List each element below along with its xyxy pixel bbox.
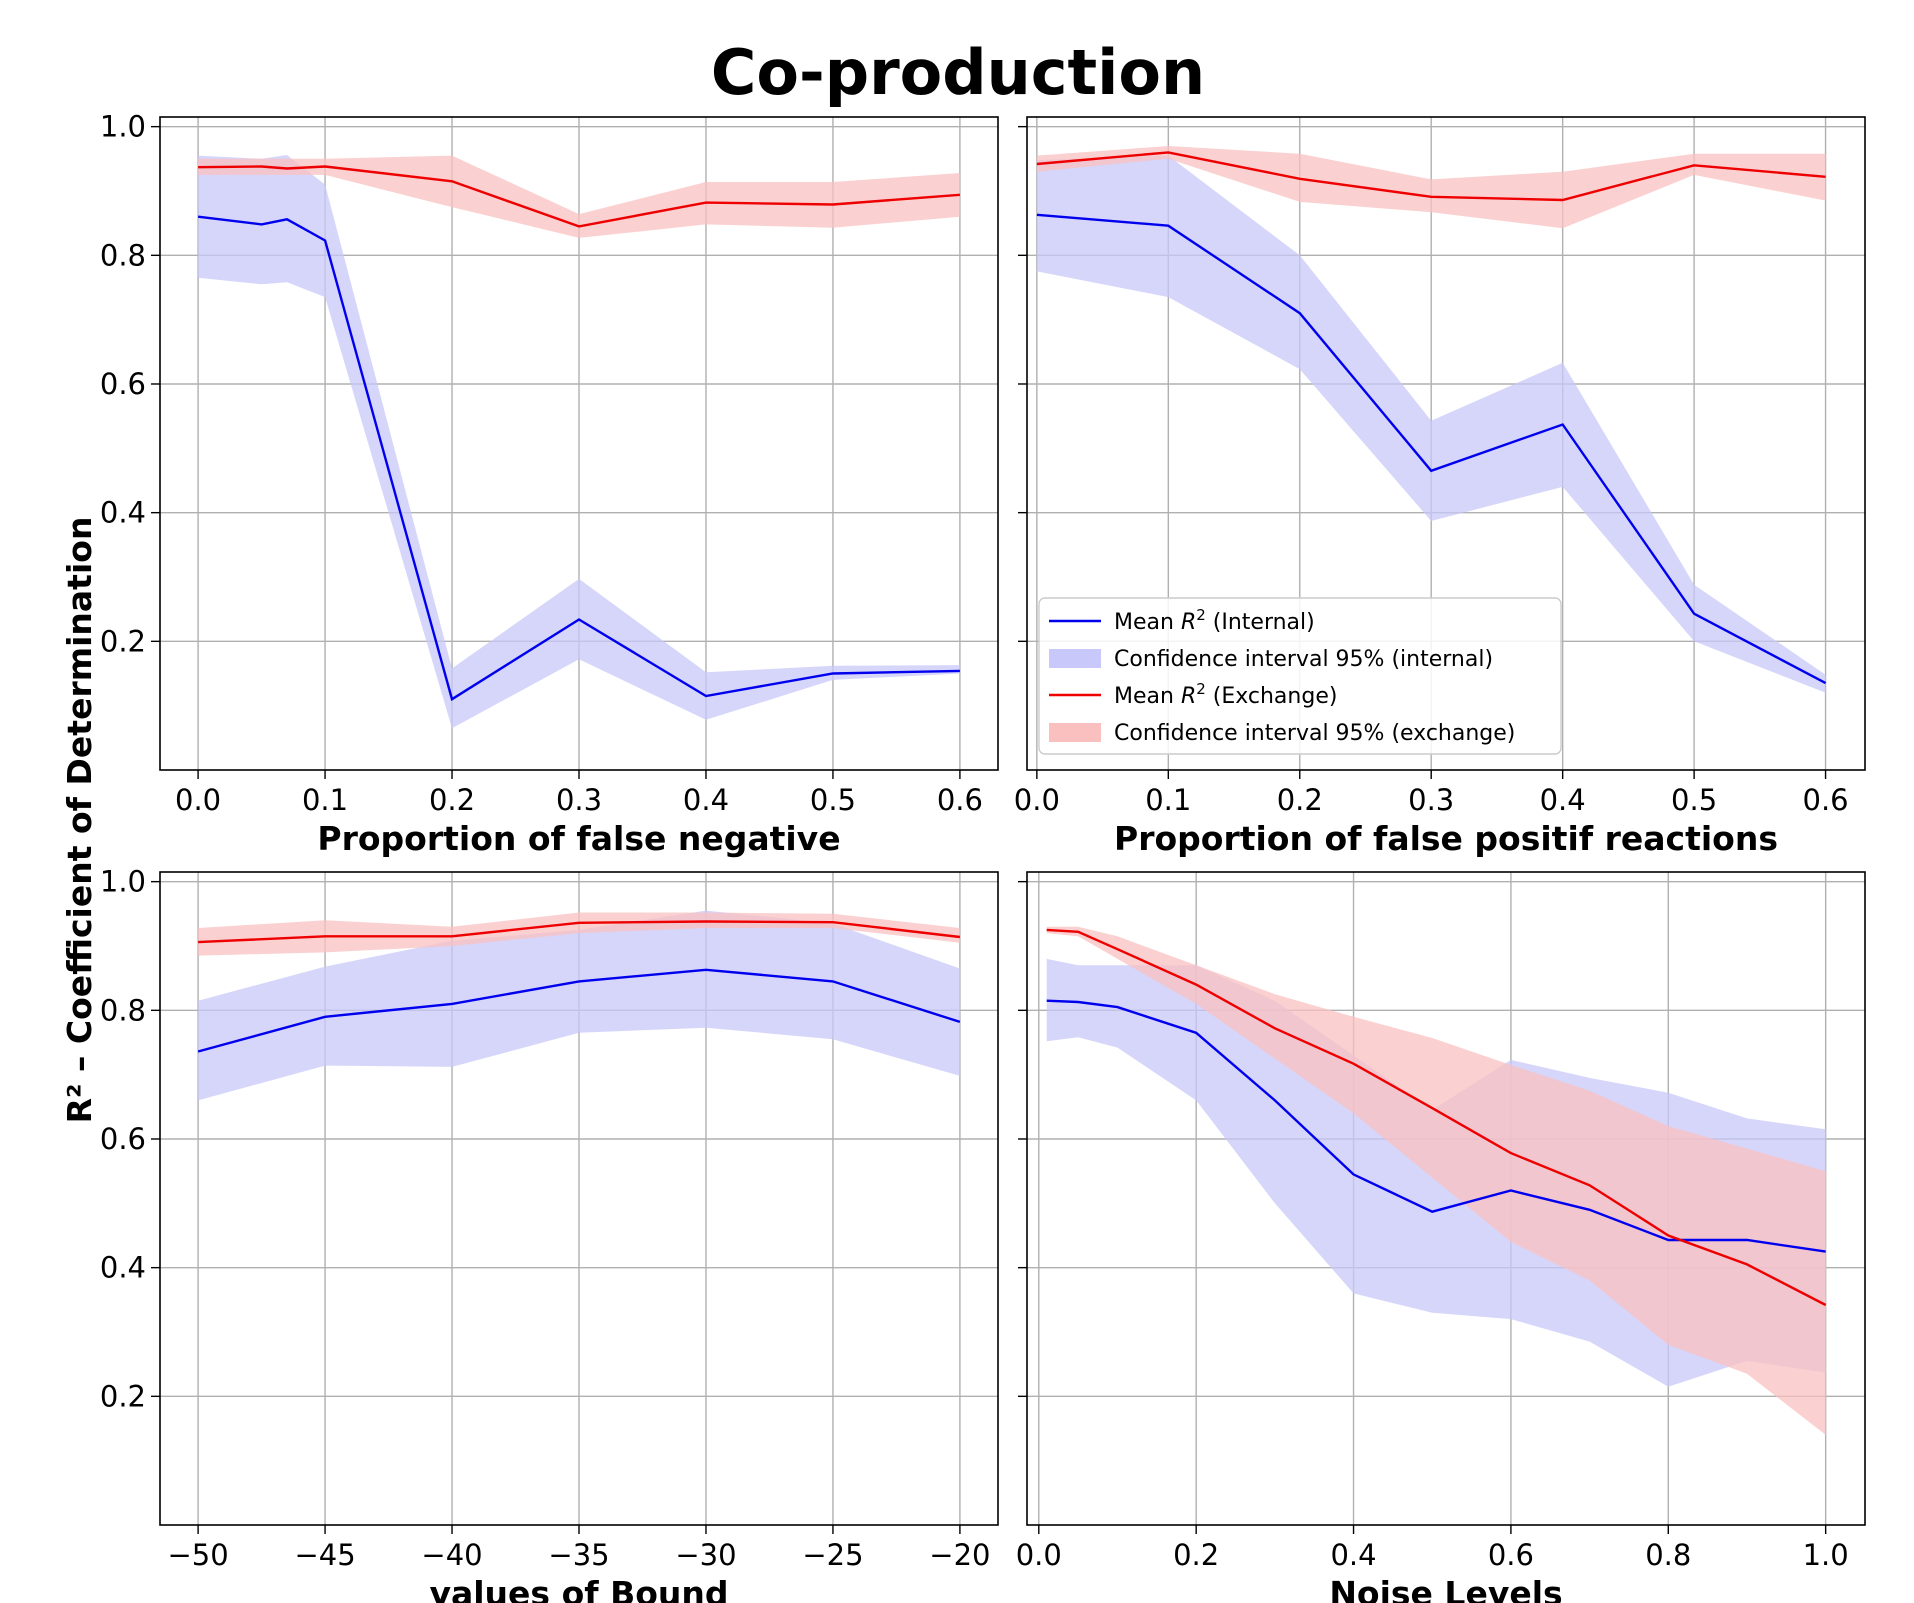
y-tick-label: 0.2 — [100, 1379, 146, 1413]
x-tick-label: 0.6 — [1803, 783, 1849, 817]
legend-label-exchange_mean: Mean R2 (Exchange) — [1114, 680, 1337, 709]
x-tick-label: 0.4 — [683, 783, 729, 817]
subplot-3: −50 −45 −40 −35 −30 −25 −20 0.2 0.4 0.6 0.8 1.0 valu… — [100, 865, 999, 1603]
x-tick-label: 0.2 — [429, 783, 475, 817]
x-tick-label: 0.3 — [556, 783, 602, 817]
y-tick-label: 1.0 — [100, 865, 146, 899]
x-tick-label: 0.2 — [1277, 783, 1323, 817]
x-tick-label: 0.6 — [1488, 1538, 1534, 1572]
subplot-4: 0.0 0.2 0.4 0.6 0.8 1.0 Noise Levels — [1016, 871, 1866, 1603]
x-tick-label: 0.1 — [302, 783, 348, 817]
y-tick-label: 0.6 — [100, 367, 146, 401]
y-tick-label: 0.8 — [100, 993, 146, 1027]
internal-mean-line — [1036, 213, 1827, 685]
x-tick-label: −40 — [421, 1538, 482, 1572]
legend-label-internal_mean: Mean R2 (Internal) — [1114, 606, 1315, 635]
x-tick-label: 0.0 — [175, 783, 221, 817]
subplot-2: 0.0 0.1 0.2 0.3 0.4 0.5 0.6 Proportion of false… — [1014, 116, 1866, 858]
x-tick-label: −45 — [294, 1538, 355, 1572]
x-tick-label: −20 — [929, 1538, 990, 1572]
x-axis-title: Proportion of false negative — [317, 819, 840, 858]
x-tick-label: 0.0 — [1016, 1538, 1062, 1572]
legend-label-internal_ci: Confidence interval 95% (internal) — [1114, 647, 1493, 672]
legend-swatch-exchange_ci — [1049, 723, 1101, 742]
x-tick-label: −30 — [675, 1538, 736, 1572]
exchange-mean-line — [198, 165, 960, 228]
x-tick-label: 0.6 — [937, 783, 983, 817]
y-tick-label: 0.2 — [100, 624, 146, 658]
x-tick-label: 0.0 — [1014, 783, 1060, 817]
internal-confidence-band — [1036, 155, 1826, 693]
axes-frame — [1026, 116, 1866, 771]
subplot-grid: 0.0 0.1 0.2 0.3 0.4 0.5 0.6 0.2 0.4 0.6 0.8 1.0 Prop… — [100, 110, 1866, 1603]
figure-ylabel: R² – Coefficient of Determination — [60, 517, 99, 1124]
legend: Mean R2 (Internal) Confidence interval 95… — [1038, 597, 1562, 755]
legend-label-exchange_ci: Confidence interval 95% (exchange) — [1114, 721, 1515, 746]
x-axis-title: Noise Levels — [1329, 1574, 1562, 1603]
x-tick-label: 0.5 — [1671, 783, 1717, 817]
x-tick-label: 0.3 — [1408, 783, 1454, 817]
internal-mean-line — [197, 215, 960, 702]
exchange-confidence-band — [198, 912, 960, 956]
x-tick-label: 0.4 — [1330, 1538, 1376, 1572]
exchange-mean-line — [198, 920, 961, 944]
subplot-1: 0.0 0.1 0.2 0.3 0.4 0.5 0.6 0.2 0.4 0.6 0.8 1.0 Prop… — [100, 110, 999, 858]
legend-box — [1038, 597, 1562, 755]
internal-mean-line — [197, 968, 961, 1053]
x-tick-label: 0.1 — [1145, 783, 1191, 817]
exchange-mean-line — [1036, 151, 1826, 202]
axes-frame — [1026, 871, 1866, 1526]
internal-confidence-band — [198, 910, 960, 1101]
y-tick-label: 0.4 — [100, 1251, 146, 1285]
x-tick-label: −50 — [167, 1538, 228, 1572]
exchange-mean-line — [1046, 928, 1827, 1307]
exchange-confidence-band — [1046, 926, 1826, 1435]
x-tick-label: 1.0 — [1803, 1538, 1849, 1572]
y-tick-label: 0.4 — [100, 496, 146, 530]
internal-confidence-band — [198, 155, 960, 729]
x-axis-title: Proportion of false positif reactions — [1114, 819, 1778, 858]
x-tick-label: 0.4 — [1540, 783, 1586, 817]
y-tick-label: 0.8 — [100, 238, 146, 272]
x-tick-label: 0.8 — [1645, 1538, 1691, 1572]
figure-title: Co-production — [711, 36, 1205, 109]
x-axis-title: values of Bound — [429, 1574, 728, 1603]
y-tick-label: 0.6 — [100, 1122, 146, 1156]
x-tick-label: 0.2 — [1173, 1538, 1219, 1572]
y-tick-label: 1.0 — [100, 110, 146, 144]
x-tick-label: −35 — [548, 1538, 609, 1572]
exchange-confidence-band — [198, 155, 960, 238]
legend-swatch-internal_ci — [1049, 649, 1101, 668]
x-tick-label: −25 — [802, 1538, 863, 1572]
x-tick-label: 0.5 — [810, 783, 856, 817]
